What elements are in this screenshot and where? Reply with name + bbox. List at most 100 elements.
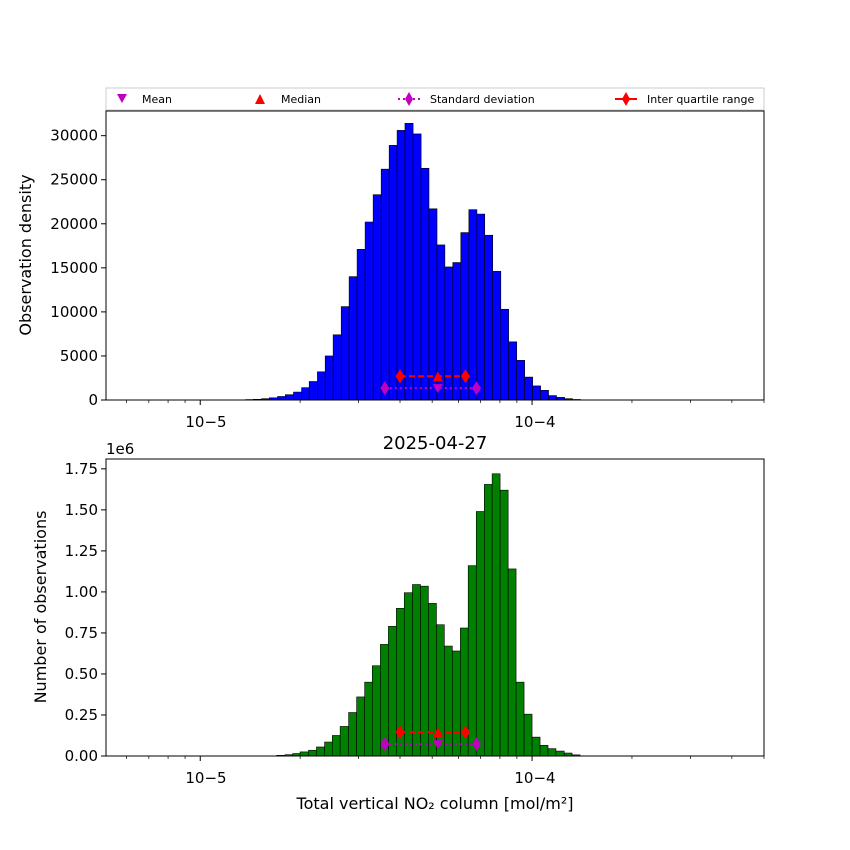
density-ytick-label: 20000 (50, 215, 98, 233)
count-bars (276, 473, 581, 757)
density-ytick-label: 15000 (50, 259, 98, 277)
count-bar (420, 585, 429, 757)
density-bar (508, 341, 518, 401)
density-bar (332, 334, 342, 401)
density-y-axis-label: Observation density (16, 174, 35, 335)
density-bar (404, 123, 414, 401)
density-bar (277, 396, 286, 401)
density-bar (412, 133, 422, 401)
density-bar (324, 355, 334, 401)
count-panel-title: 2025-04-27 (383, 433, 488, 454)
count-bar (412, 584, 421, 757)
density-bar (285, 394, 294, 401)
density-bar (500, 308, 509, 401)
median-legend-marker (255, 94, 265, 104)
legend-frame (105, 87, 765, 111)
density-y-ticks: 0 5000 10000 15000 20000 25000 30000 (50, 127, 106, 409)
mean-legend-marker (117, 94, 127, 103)
density-bar (548, 395, 557, 401)
count-bar (388, 626, 397, 757)
count-ytick-label: 0.75 (65, 624, 98, 642)
density-plot-frame (105, 110, 765, 401)
count-bar (467, 565, 477, 757)
count-bar (331, 735, 341, 757)
x-axis-label: Total vertical NO₂ column [mol/m²] (296, 794, 574, 813)
legend-label-std: Standard deviation (430, 93, 535, 106)
density-ytick-label: 30000 (50, 127, 98, 145)
count-bar (308, 749, 317, 757)
density-ytick-label: 25000 (50, 171, 98, 189)
count-plot-frame (105, 458, 765, 757)
count-histogram-panel: 2025-04-27 1e6 0.00 0.25 0.50 0.75 1.00 1.25 1… (31, 433, 765, 813)
iqr-legend-marker (622, 92, 630, 106)
count-xtick-label-1e-5: 10−5 (185, 769, 226, 787)
density-bar (340, 306, 350, 401)
legend: Mean Median Standard deviation Inter qua… (105, 87, 765, 111)
count-bar (475, 511, 485, 757)
density-bar (452, 262, 462, 401)
density-mean-marker (432, 384, 443, 394)
count-ytick-label: 0.25 (65, 706, 98, 724)
count-bar (452, 650, 461, 757)
count-ytick-label: 1.75 (65, 460, 98, 478)
density-bar (524, 376, 533, 401)
count-ytick-label: 1.00 (65, 583, 98, 601)
density-x-ticks (126, 400, 765, 405)
count-bar (547, 748, 557, 757)
density-bar (468, 209, 478, 401)
density-ytick-label: 10000 (50, 303, 98, 321)
density-bar (317, 371, 326, 401)
count-bar (299, 751, 309, 757)
count-ytick-label: 1.50 (65, 501, 98, 519)
density-bar (388, 145, 398, 401)
count-bar (507, 568, 517, 757)
density-ytick-label: 0 (88, 391, 98, 409)
count-bar (444, 645, 453, 757)
count-bar (371, 665, 381, 757)
density-bar (516, 360, 525, 401)
legend-label-mean: Mean (142, 93, 172, 106)
density-bar (492, 271, 502, 401)
density-bar (301, 387, 310, 401)
count-bar (484, 484, 493, 757)
count-bar (364, 681, 373, 757)
density-ytick-label: 5000 (60, 347, 98, 365)
density-bar (532, 385, 541, 401)
density-summary-markers (380, 369, 481, 396)
density-bar (396, 130, 406, 401)
legend-label-iqr: Inter quartile range (647, 93, 754, 106)
density-xtick-label-1e-5: 10−5 (185, 413, 226, 431)
count-ytick-label: 0.50 (65, 665, 98, 683)
count-bar (539, 745, 549, 757)
density-bar (420, 167, 430, 401)
count-std-marker (471, 737, 481, 752)
count-y-ticks: 0.00 0.25 0.50 0.75 1.00 1.25 1.50 1.75 (65, 460, 106, 765)
count-bar (555, 750, 565, 757)
count-iqr-marker (460, 725, 470, 740)
density-bar (540, 390, 549, 401)
density-xtick-label-1e-4: 10−4 (514, 413, 555, 431)
count-bar (324, 741, 333, 757)
density-bar (356, 249, 366, 401)
density-std-marker (380, 381, 390, 396)
density-bar (372, 194, 382, 401)
density-bar (484, 234, 494, 401)
density-median-marker (432, 371, 443, 382)
density-bar (476, 213, 486, 401)
std-legend-marker (405, 92, 413, 106)
density-histogram-panel: 0 5000 10000 15000 20000 25000 30000 10−5 10−4… (16, 110, 765, 431)
density-std-marker (471, 381, 481, 396)
count-iqr-marker (395, 725, 405, 740)
count-ytick-label: 1.25 (65, 542, 98, 560)
count-ytick-label: 0.00 (65, 747, 98, 765)
density-bar (293, 391, 302, 401)
density-bar (444, 266, 454, 401)
count-median-marker (432, 727, 443, 738)
count-bar (491, 473, 501, 757)
count-bar (316, 746, 325, 757)
density-bars (245, 123, 581, 401)
count-x-ticks (126, 756, 765, 761)
density-bar (364, 221, 374, 401)
count-mean-marker (432, 740, 443, 750)
